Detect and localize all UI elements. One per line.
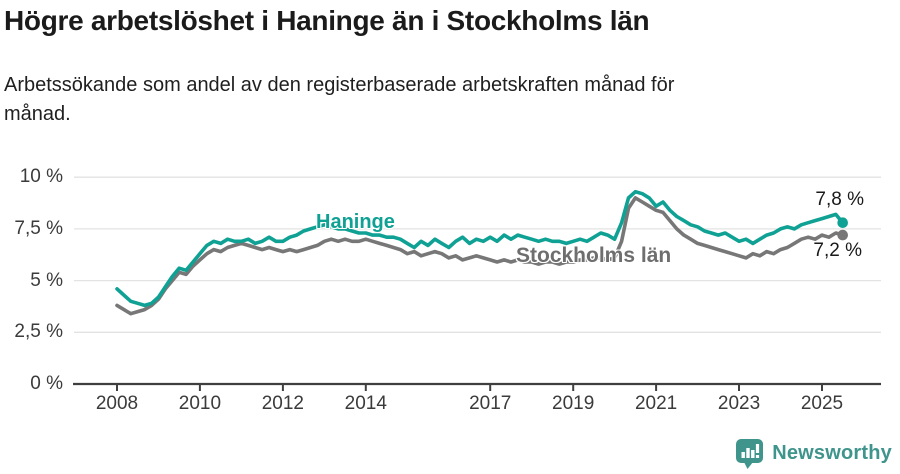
newsworthy-logo-icon [736,439,764,469]
x-axis-tick-label: 2017 [469,393,512,414]
haninge-line [115,189,845,308]
logo-exclamation-dot [756,455,760,458]
x-axis-tick-label: 2010 [178,393,222,414]
x-axis-tick-label: 2008 [95,393,139,414]
logo-bubble-tail [744,462,754,469]
subtitle-line-1: Arbetssökande som andel av den registerb… [4,74,675,96]
haninge-series-label: Haninge [316,211,395,233]
x-axis-tick-label: 2023 [717,393,761,414]
haninge-end-dot [837,217,848,228]
logo-bar-1 [741,452,746,458]
logo-bar-2 [746,448,750,458]
newsworthy-wordmark: Newsworthy [772,442,892,464]
x-axis-tick-label: 2025 [800,393,844,414]
page-title: Högre arbetslöshet i Haninge än i Stockh… [4,5,650,36]
y-axis-tick-label: 2,5 % [14,321,63,343]
subtitle-line-2: månad. [4,103,71,125]
stockholms-lan-line [115,196,845,316]
chart-subtitle: Arbetssökande som andel av den registerb… [4,71,884,129]
x-axis-tick-label: 2019 [552,393,595,414]
y-axis-tick-label: 7,5 % [14,217,63,239]
stockholms-lan-series-label: Stockholms län [516,244,672,267]
x-axis-tick-label: 2021 [634,393,678,414]
y-axis-tick-label: 0 % [30,373,63,394]
newsworthy-attribution: Newsworthy [733,438,892,469]
x-axis-tick-label: 2014 [344,393,387,414]
stockholms-lan-end-dot [837,229,848,241]
logo-bar-3 [751,450,755,458]
logo-exclamation-stem [756,444,760,453]
y-axis-tick-label: 5 % [30,269,63,291]
x-axis-tick-label: 2012 [261,393,305,414]
haninge-end-value-label: 7,8 % [815,189,864,210]
stockholms-lan-end-value-label: 7,2 % [813,240,862,261]
y-axis-tick-label: 10 % [19,166,63,188]
